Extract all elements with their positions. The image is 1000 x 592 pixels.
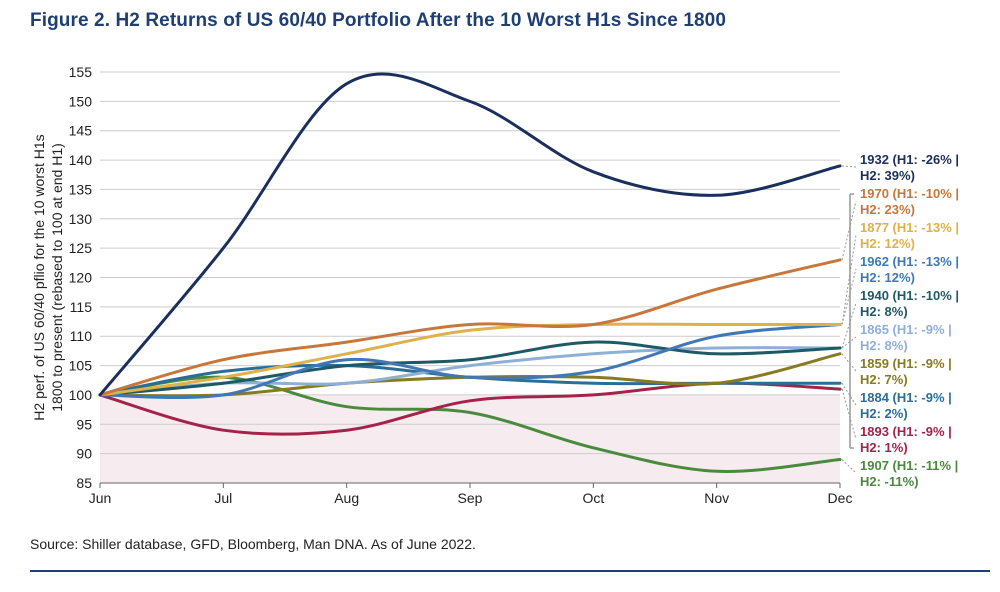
source-note: Source: Shiller database, GFD, Bloomberg…: [30, 536, 476, 552]
series-label-1865-line2: H2: 8%): [860, 338, 908, 353]
y-tick-label: 135: [69, 181, 93, 197]
series-line-1962: [98, 323, 842, 400]
y-tick-label: 125: [69, 240, 93, 256]
label-connector-1970: [841, 200, 857, 261]
y-tick-label: 110: [70, 328, 93, 344]
series-line-1932: [98, 72, 842, 397]
y-tick-label: 145: [69, 123, 93, 139]
x-tick-label: Oct: [582, 490, 604, 506]
label-connector-1907: [841, 459, 857, 474]
label-connector-1962: [841, 268, 857, 325]
y-axis-title-line: 1800 to present (rebased to 100 at end H…: [49, 143, 65, 412]
label-connector-1865: [841, 336, 857, 349]
label-connector-1893: [841, 388, 857, 440]
series-label-1970: 1970 (H1: -10% |: [860, 186, 959, 201]
y-axis-title-line: H2 perf. of US 60/40 pflio for the 10 wo…: [31, 134, 47, 420]
series-line-1970: [98, 258, 842, 397]
series-label-1884: 1884 (H1: -9% |: [860, 390, 952, 405]
series-label-1932: 1932 (H1: -26% |: [860, 152, 959, 167]
series-label-1907-line2: H2: -11%): [860, 474, 919, 489]
series-label-1893: 1893 (H1: -9% |: [860, 424, 952, 439]
series-label-1877-line2: H2: 12%): [860, 236, 915, 251]
y-tick-label: 105: [69, 358, 93, 374]
y-axis-title: H2 perf. of US 60/40 pflio for the 10 wo…: [31, 134, 65, 420]
below-baseline-shade: [100, 394, 840, 483]
bottom-divider: [30, 570, 990, 572]
x-tick-label: Aug: [334, 490, 359, 506]
y-tick-label: 115: [70, 299, 93, 315]
series-label-1907: 1907 (H1: -11% |: [860, 458, 958, 473]
series-label-1859: 1859 (H1: -9% |: [860, 356, 952, 371]
series-label-1940-line2: H2: 8%): [860, 304, 908, 319]
label-connector-1877: [841, 234, 857, 325]
y-tick-label: 95: [76, 416, 92, 432]
series-label-1877: 1877 (H1: -13% |: [860, 220, 959, 235]
x-tick-label: Sep: [458, 490, 483, 506]
line-chart: 85 90 95 100 105 110 115 120 125 130 135 140 145 150 1…: [31, 64, 959, 506]
series-label-1940: 1940 (H1: -10% |: [860, 288, 959, 303]
y-tick-label: 85: [76, 475, 92, 491]
x-tick-label: Nov: [704, 490, 729, 506]
series-label-1884-line2: H2: 2%): [860, 406, 908, 421]
series-label-1932-line2: H2: 39%): [860, 168, 915, 183]
x-tick-label: Jul: [214, 490, 232, 506]
series-line-1940: [98, 340, 842, 397]
series-label-1859-line2: H2: 7%): [860, 372, 908, 387]
label-connector-1884: [841, 382, 857, 406]
series-label-1893-line2: H2: 1%): [860, 440, 908, 455]
x-tick-label: Dec: [828, 490, 853, 506]
series-label-1962-line2: H2: 12%): [860, 270, 915, 285]
y-tick-label: 90: [76, 446, 92, 462]
series-line-1877: [98, 322, 842, 397]
series-label-1962: 1962 (H1: -13% |: [860, 254, 959, 269]
series-label-1865: 1865 (H1: -9% |: [860, 322, 952, 337]
series-label-1970-line2: H2: 23%): [860, 202, 915, 217]
y-tick-label: 140: [69, 152, 93, 168]
label-connector-1940: [841, 302, 857, 349]
chart-title: Figure 2. H2 Returns of US 60/40 Portfol…: [30, 10, 727, 31]
label-connector-1932: [841, 165, 857, 168]
y-tick-label: 150: [69, 93, 93, 109]
label-connector-1859: [841, 353, 857, 372]
y-tick-label: 155: [69, 64, 93, 80]
y-tick-label: 120: [69, 270, 93, 286]
y-tick-label: 130: [69, 211, 93, 227]
y-tick-label: 100: [69, 387, 93, 403]
x-tick-label: Jun: [89, 490, 112, 506]
